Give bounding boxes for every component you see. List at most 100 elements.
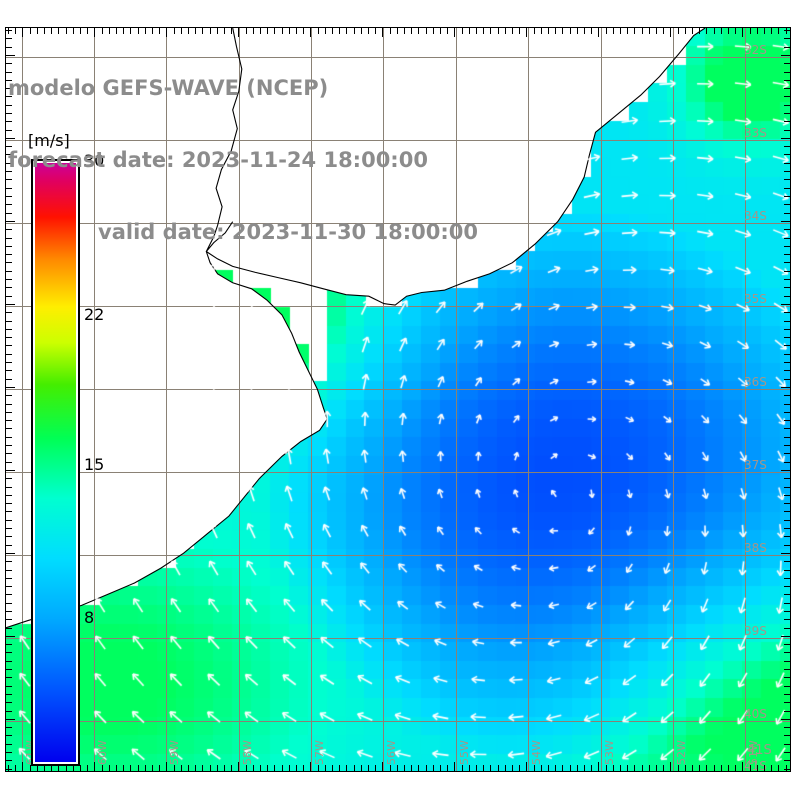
- tick-t: [692, 28, 693, 34]
- tick-r: [784, 296, 790, 297]
- colorbar-tick-22: 22: [84, 305, 105, 324]
- tick-b: [8, 765, 9, 771]
- tick-r: [784, 545, 790, 546]
- tick-l: [6, 528, 12, 529]
- colorbar-box: [31, 159, 80, 766]
- tick-t: [238, 28, 239, 37]
- tick-l: [6, 511, 12, 512]
- tick-t: [555, 28, 556, 34]
- tick-l: [6, 146, 12, 147]
- tick-l: [6, 362, 12, 363]
- tick-t: [116, 28, 117, 34]
- tick-t: [346, 28, 347, 34]
- tick-r: [784, 760, 790, 761]
- tick-t: [195, 28, 196, 34]
- tick-l: [6, 669, 12, 670]
- tick-b: [512, 765, 513, 771]
- tick-l: [6, 536, 12, 537]
- tick-r: [784, 379, 790, 380]
- tick-t: [685, 28, 686, 34]
- tick-b: [692, 765, 693, 771]
- tick-t: [476, 28, 477, 34]
- tick-l: [6, 769, 12, 770]
- colorbar-tick-8: 8: [84, 608, 95, 627]
- tick-b: [678, 765, 679, 771]
- lat-label-38S: 38S: [744, 541, 767, 555]
- tick-b: [476, 765, 477, 771]
- tick-r: [784, 121, 790, 122]
- tick-l: [6, 702, 12, 703]
- tick-b: [354, 765, 355, 771]
- tick-l: [6, 503, 12, 504]
- tick-t: [231, 28, 232, 34]
- tick-r: [784, 96, 790, 97]
- tick-t: [613, 28, 614, 34]
- tick-l: [6, 487, 12, 488]
- tick-r: [784, 30, 790, 31]
- tick-b: [433, 765, 434, 771]
- tick-t: [498, 28, 499, 34]
- tick-t: [289, 28, 290, 34]
- tick-t: [678, 28, 679, 34]
- tick-t: [483, 28, 484, 34]
- lat-label-37S: 37S: [744, 458, 767, 472]
- map-clip: 61W60W59W58W57W56W55W54W53W52W51W32S33S3…: [6, 28, 790, 771]
- tick-l: [6, 462, 12, 463]
- tick-r: [784, 536, 790, 537]
- tick-r: [784, 711, 790, 712]
- tick-t: [512, 28, 513, 34]
- tick-b: [87, 765, 88, 771]
- tick-t: [634, 28, 635, 34]
- tick-b: [771, 765, 772, 771]
- tick-l: [6, 520, 12, 521]
- tick-l: [6, 437, 12, 438]
- tick-b: [498, 765, 499, 771]
- tick-l: [6, 428, 12, 429]
- tick-t: [80, 28, 81, 34]
- tick-t: [562, 28, 563, 34]
- tick-l: [6, 694, 12, 695]
- colorbar-unit-label: [m/s]: [28, 131, 70, 150]
- tick-r: [784, 752, 790, 753]
- tick-t: [541, 28, 542, 34]
- tick-b: [757, 765, 758, 771]
- tick-l: [6, 279, 12, 280]
- tick-t: [8, 28, 9, 34]
- tick-t: [663, 28, 664, 34]
- tick-l: [6, 661, 12, 662]
- tick-t: [361, 28, 362, 34]
- tick-b: [253, 765, 254, 771]
- tick-b: [706, 765, 707, 771]
- tick-b: [591, 765, 592, 771]
- tick-b: [613, 765, 614, 771]
- tick-l: [6, 246, 12, 247]
- tick-b: [73, 765, 74, 771]
- tick-t: [418, 28, 419, 34]
- tick-r: [781, 55, 790, 56]
- tick-r: [784, 287, 790, 288]
- tick-t: [181, 28, 182, 34]
- tick-b: [447, 765, 448, 771]
- tick-r: [784, 603, 790, 604]
- tick-r: [784, 395, 790, 396]
- tick-r: [784, 312, 790, 313]
- tick-l: [6, 238, 12, 239]
- tick-b: [577, 765, 578, 771]
- tick-r: [784, 163, 790, 164]
- tick-l: [6, 561, 12, 562]
- tick-l: [6, 312, 12, 313]
- tick-t: [66, 28, 67, 34]
- tick-b: [109, 765, 110, 771]
- lat-label-41S: 41S: [744, 759, 767, 771]
- tick-b: [138, 765, 139, 771]
- tick-l: [6, 72, 12, 73]
- tick-t: [426, 28, 427, 34]
- tick-r: [784, 661, 790, 662]
- tick-t: [750, 28, 751, 34]
- tick-r: [784, 204, 790, 205]
- tick-r: [784, 130, 790, 131]
- tick-t: [354, 28, 355, 34]
- lat-label-35S: 35S: [744, 292, 767, 306]
- tick-l: [6, 354, 12, 355]
- tick-t: [454, 28, 455, 37]
